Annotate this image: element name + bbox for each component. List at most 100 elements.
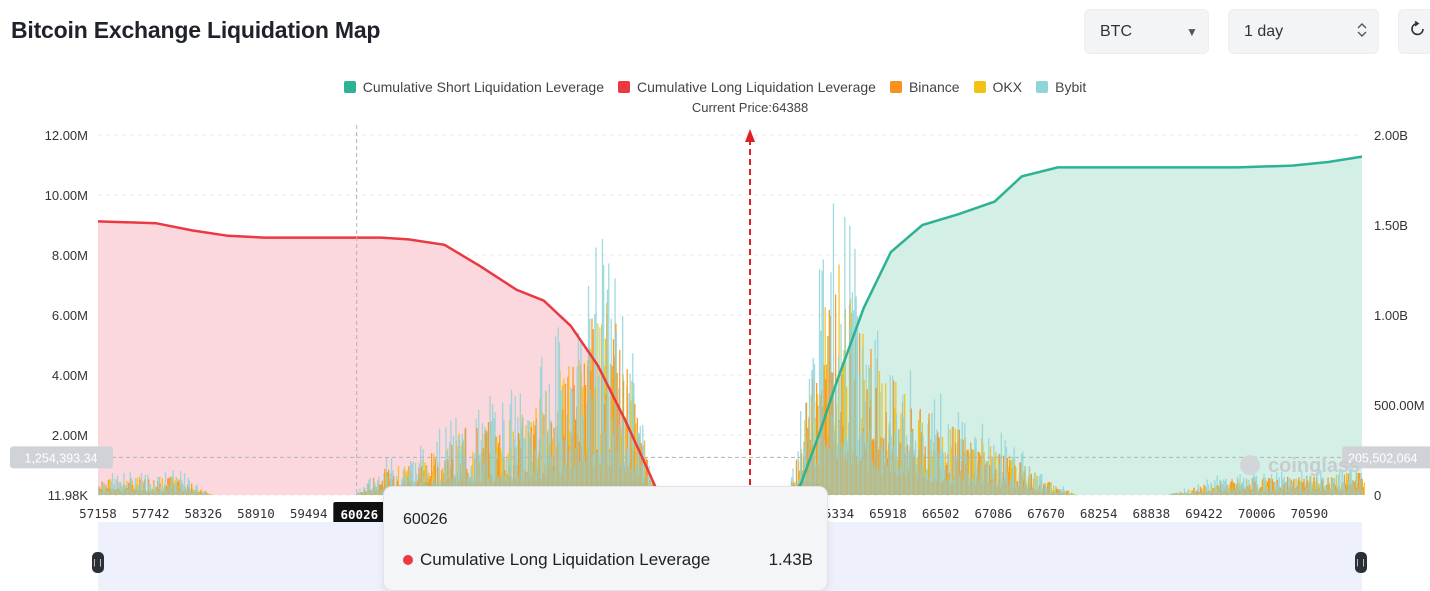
exchange-bar [1302,482,1304,495]
page-title: Bitcoin Exchange Liquidation Map [11,17,381,43]
exchange-bar [630,436,632,495]
exchange-bar [1347,481,1350,495]
exchange-bar [1070,494,1072,495]
exchange-bar [875,388,877,495]
exchange-bar [885,457,888,495]
slider-right-handle[interactable]: | | [1355,552,1367,573]
exchange-bar [971,449,973,495]
refresh-button[interactable] [1398,9,1430,54]
slider-left-handle[interactable]: | | [92,552,104,573]
exchange-bar [567,467,569,495]
exchange-bar [1002,455,1005,495]
legend-item-binance[interactable]: Binance [889,79,960,95]
exchange-bar [202,492,205,495]
exchange-bar [469,476,471,495]
exchange-bar [108,479,110,495]
exchange-bar [1008,484,1010,495]
exchange-bar [581,415,583,495]
exchange-bar [822,259,824,495]
interval-select[interactable]: 1 day [1228,9,1379,54]
exchange-bar [629,373,631,495]
exchange-bar [533,434,535,495]
exchange-bar [532,461,534,495]
exchange-bar [1168,494,1170,495]
legend-item-short[interactable]: Cumulative Short Liquidation Leverage [343,79,604,95]
exchange-bar [452,435,455,495]
exchange-bar [1022,451,1024,495]
exchange-bar [1015,467,1017,495]
exchange-bar [137,485,139,495]
exchange-bar [1057,493,1059,495]
exchange-bar [1303,490,1305,495]
exchange-bar [1302,491,1304,495]
coin-select[interactable]: BTC ▼ [1084,9,1209,54]
exchange-bar [604,431,606,495]
x-tick-label: 57742 [132,506,170,521]
exchange-bar [820,331,822,495]
exchange-bar [922,435,924,495]
exchange-bar [827,335,829,495]
exchange-bar [565,439,567,495]
exchange-bar [1311,481,1313,495]
interval-select-value: 1 day [1244,22,1284,40]
exchange-bar [173,485,176,495]
exchange-bar [1009,480,1011,495]
crosshair-right-label: 205,502,064 [1348,451,1418,465]
exchange-bar [490,421,492,495]
exchange-bar [1250,491,1252,495]
exchange-bar [603,265,605,495]
exchange-bar [883,451,885,495]
exchange-bar [536,421,538,495]
exchange-bar [166,490,168,495]
exchange-bar [972,450,974,495]
exchange-bar [997,455,999,495]
exchange-bar [553,469,556,495]
exchange-bar [823,365,825,495]
exchange-bar [949,429,951,495]
exchange-bar [180,471,182,495]
legend-item-okx[interactable]: OKX [973,79,1022,95]
exchange-bar [824,438,826,495]
exchange-bar [158,477,160,495]
exchange-bar [123,472,125,495]
exchange-bar [499,434,501,495]
exchange-bar [868,365,870,495]
exchange-bar [1048,485,1050,495]
exchange-bar [1055,488,1058,495]
exchange-bar [414,462,417,495]
x-tick-label: 58326 [185,506,223,521]
exchange-bar [383,473,385,495]
exchange-bar [863,431,865,495]
exchange-bar [1287,489,1289,495]
exchange-bar [366,483,369,495]
exchange-bar [928,413,930,495]
exchange-bar [509,404,511,495]
exchange-bar [1057,488,1059,495]
exchange-bar [996,485,999,495]
legend-item-bybit[interactable]: Bybit [1036,79,1086,95]
exchange-bar [1072,493,1074,495]
crosshair-left-badge [10,446,113,469]
exchange-bar [109,479,112,495]
exchange-bar [526,473,528,495]
exchange-bar [1053,485,1055,495]
legend-item-long[interactable]: Cumulative Long Liquidation Leverage [618,79,876,95]
watermark-text: coinglass [1268,455,1360,477]
exchange-bar [967,473,970,495]
exchange-bar [113,484,115,495]
exchange-bar [1342,482,1345,495]
exchange-bar [1252,477,1254,495]
exchange-bar [605,400,607,495]
exchange-bar [1265,490,1268,495]
exchange-bar [903,417,905,495]
exchange-bar [1060,491,1062,495]
exchange-bar [1299,480,1301,495]
exchange-bar [1279,490,1282,495]
exchange-bar [359,488,361,495]
exchange-bar [990,465,992,495]
exchange-bar [139,484,141,495]
exchange-bar [1268,491,1270,495]
exchange-bar [1253,473,1255,495]
exchange-bar [420,466,423,495]
